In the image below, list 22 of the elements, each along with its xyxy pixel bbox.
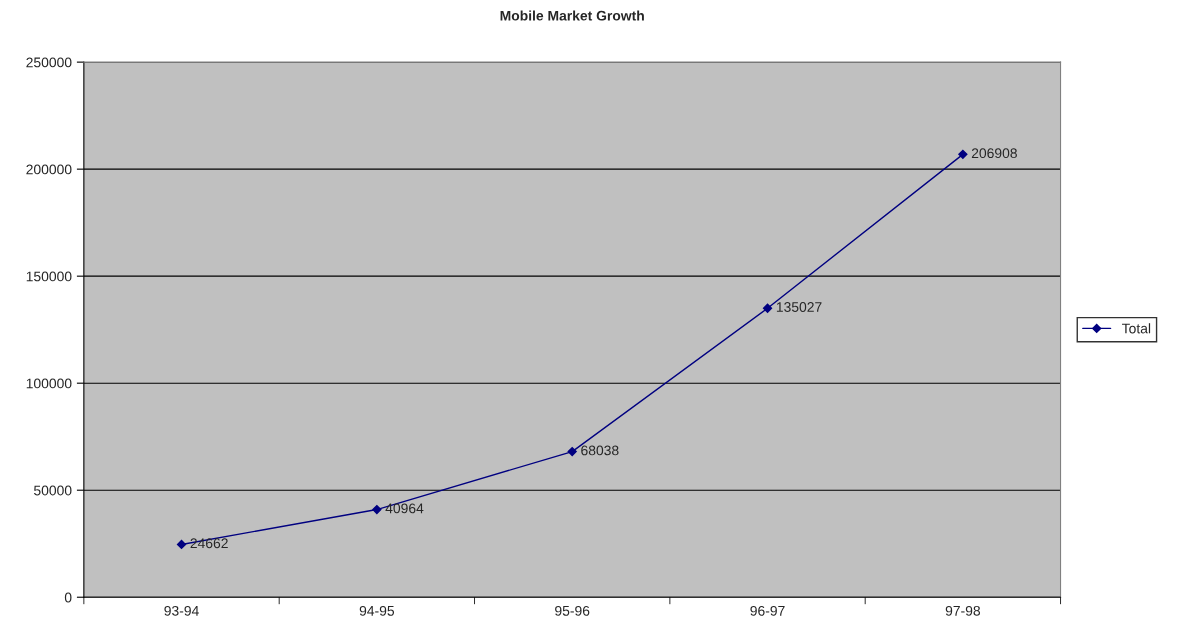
data-label: 135027 bbox=[776, 302, 822, 312]
point bbox=[762, 303, 773, 313]
x-tick-label: 93-94 bbox=[164, 605, 199, 616]
y-tick-label: 100000 bbox=[26, 378, 72, 389]
data-label: 68038 bbox=[581, 445, 619, 456]
x-tick-label: 94-95 bbox=[359, 605, 395, 616]
y-tick-label: 150000 bbox=[26, 271, 72, 282]
data-label: 24662 bbox=[190, 538, 228, 549]
y-tick-label: 50000 bbox=[33, 485, 72, 496]
data-label: 206908 bbox=[971, 148, 1017, 159]
point bbox=[567, 446, 577, 457]
legend-label: Total bbox=[1122, 323, 1151, 334]
y-tick-label: 250000 bbox=[26, 57, 72, 68]
data-label: 40964 bbox=[385, 503, 424, 514]
x-tick-label: 95-96 bbox=[555, 605, 590, 616]
point bbox=[372, 504, 382, 515]
point bbox=[958, 149, 968, 159]
y-tick-label: 200000 bbox=[26, 164, 72, 175]
x-tick-label: 97-98 bbox=[945, 605, 981, 616]
chart-title: Mobile Market Growth bbox=[500, 10, 644, 21]
y-tick-label: 0 bbox=[64, 592, 72, 603]
x-tick-label: 96-97 bbox=[750, 605, 785, 616]
